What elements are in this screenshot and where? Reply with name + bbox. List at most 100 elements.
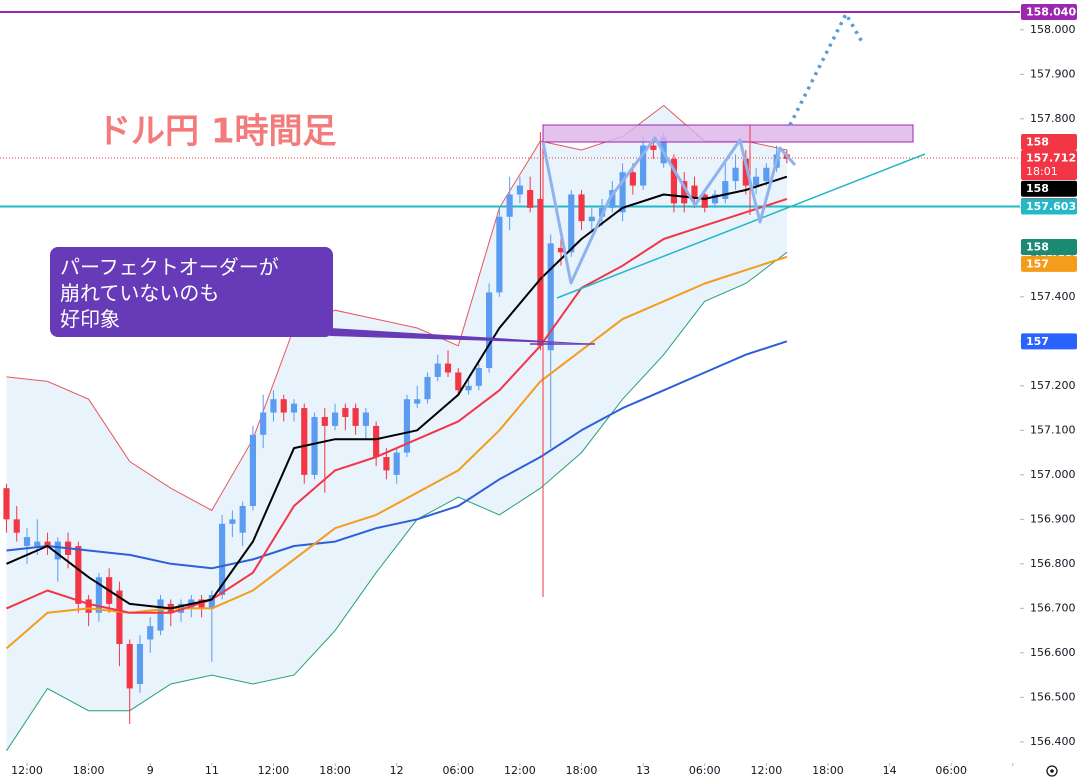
candle-body [465,385,472,391]
candle-body [547,243,554,351]
x-tick-label: 18:00 [812,764,844,777]
candle-body [23,537,31,547]
y-tick-label: 157.100 [1030,423,1076,436]
settings-icon-ring[interactable] [1046,765,1058,777]
y-tick-label: 158.000 [1030,23,1076,36]
candle-body [609,190,616,208]
candle-body [414,399,421,404]
x-tick-label: 11 [205,764,219,777]
candle-body [157,599,164,631]
callout-text: パーフェクトオーダーが 崩れていないのも 好印象 [60,255,279,331]
resistance-zone [542,124,914,143]
candle-body [208,595,215,609]
candle-body [352,408,359,426]
candle-body [249,434,257,506]
candle-body [537,198,544,346]
candle-body [486,292,493,369]
x-tick-label: 12:00 [997,764,1029,777]
plot-area [0,11,1020,752]
candle-body [650,145,657,150]
candle-body [362,412,369,426]
candle-body [527,190,534,208]
candle-body [331,412,339,426]
candle-body [640,145,647,186]
price-badge [1021,255,1077,272]
candle-body [763,167,770,182]
candle-body [116,590,123,644]
candle-body [691,185,698,199]
candle-body [311,416,318,475]
price-badge-label: 157 [1026,257,1049,270]
candle-body [147,626,154,640]
candle-body [321,416,328,426]
candle-body [126,643,133,689]
x-tick-label: 18:00 [73,764,105,777]
candle-body [506,194,513,217]
candle-body [557,247,565,253]
settings-icon-dot[interactable] [1050,769,1054,773]
x-tick-label: 18:00 [566,764,598,777]
price-badge-label: 157 [1026,335,1049,348]
forecast-arrow [788,10,864,126]
drawings: パーフェクトオーダーが 崩れていないのも 好印象 ドル円 1時間足 [50,10,926,597]
countdown-label: 18:01 [1026,165,1058,178]
candle-body [670,158,678,204]
candle-body [290,403,298,413]
candle-body [578,194,585,222]
candle-body [95,577,102,613]
candle-body [75,546,82,604]
axes: 158.000157.900157.800157.700157.600157.5… [11,4,1077,777]
candle-body [444,363,452,373]
candle-body [393,452,400,475]
y-tick-label: 157.800 [1030,112,1076,125]
price-badge [1021,238,1077,255]
candle-body [516,185,523,195]
chart-title: ドル円 1時間足 [97,112,337,152]
candle-body [701,194,708,208]
candle-body [85,599,92,613]
candle-body [681,181,688,204]
candle-body [496,216,503,293]
price-axis [1020,0,1082,779]
candle-body [54,541,61,560]
price-badge-label: 158 [1026,240,1049,253]
candle-body [301,408,308,475]
x-tick-label: 12:00 [258,764,290,777]
callout-box [50,247,333,337]
y-tick-label: 156.800 [1030,557,1076,570]
pattern-line [541,136,797,285]
candle-body [3,488,10,520]
candle-body [229,519,236,524]
candle-body [722,181,729,199]
price-badge [1021,133,1077,150]
candle-body [568,194,575,253]
candle-body [475,368,482,386]
candle-body [753,176,760,186]
candle-body [136,643,144,685]
candle-body [342,408,349,417]
candle-body [711,194,719,204]
band-line [6,104,788,512]
candle-body [424,376,431,400]
candle-body [373,425,380,458]
price-badge-label: 158 [1026,135,1049,148]
x-tick-label: 12:00 [11,764,43,777]
x-tick-label: 13 [636,764,650,777]
callout-line: 崩れていないのも [60,281,219,305]
candle-body [270,399,277,413]
candle-body [383,457,390,471]
x-tick-label: 06:00 [689,764,721,777]
x-tick-label: 12:00 [504,764,536,777]
y-tick-label: 157.900 [1030,67,1076,80]
x-tick-label: 12:00 [751,764,783,777]
candle-body [260,412,267,435]
settings-icon[interactable] [1046,765,1058,777]
current-price-badge [1021,149,1077,180]
x-tick-label: 18:00 [319,764,351,777]
y-tick-label: 156.600 [1030,646,1076,659]
x-tick-label: 9 [147,764,154,777]
moving-average [6,197,788,614]
candle-body [13,519,20,533]
